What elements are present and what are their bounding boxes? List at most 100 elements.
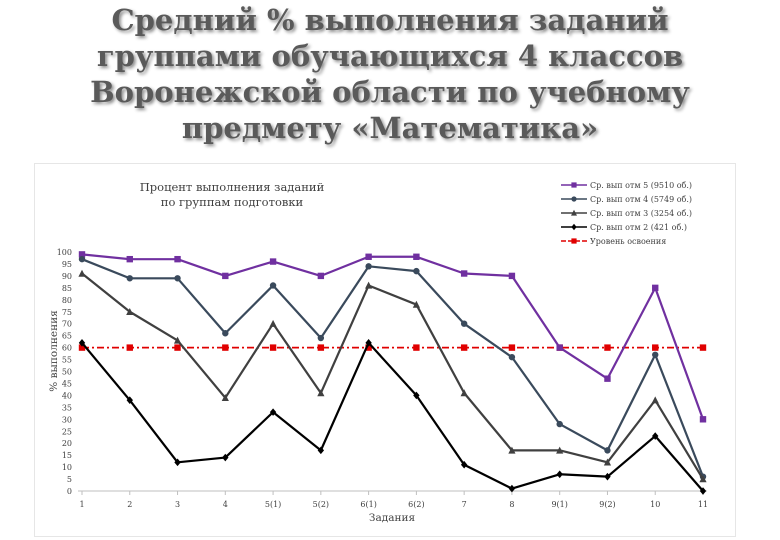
data-point [365,281,373,289]
legend-item: Ср. вып отм 3 (3254 об.) [561,209,692,218]
data-point [222,453,229,462]
legend-swatch-marker [571,209,577,216]
data-point [174,458,181,467]
y-tick-label: 5 [67,475,72,484]
axes: 0 5 10 15 20 25 30 35 40 45 50 55 60 65 70 75 80 85 90 95 10… [57,248,708,509]
y-tick-label: 20 [62,439,72,448]
x-tick-label: 6(1) [360,500,376,509]
data-point [413,391,420,400]
legend-swatch-marker [571,182,577,188]
x-tick-label: 9(1) [551,500,567,509]
data-point [222,272,229,280]
data-point [126,275,133,282]
data-point [269,258,277,265]
data-point [460,389,468,397]
series-line [81,253,705,420]
data-point [508,484,516,493]
chart-title-line: по группам подготовки [161,195,304,209]
data-point [652,351,659,358]
x-tick-label: 6(2) [408,500,424,509]
y-tick-label: 55 [62,356,72,365]
data-point [604,472,611,481]
y-tick-label: 0 [67,487,72,496]
y-tick-label: 70 [62,320,72,329]
data-point [508,344,516,351]
data-point [269,282,277,289]
y-tick-label: 75 [62,308,72,317]
data-point [78,255,86,263]
x-tick-label: 4 [223,500,228,509]
series-1 [78,251,707,423]
x-tick-label: 2 [127,500,132,509]
data-point [460,344,468,351]
series-line [81,272,704,480]
x-tick-label: 3 [175,500,180,509]
series-5 [78,344,707,351]
y-tick-label: 45 [62,379,72,388]
data-point [317,344,325,351]
slide-title-line: предмету «Математика» [181,111,599,145]
y-tick-label: 90 [62,272,72,281]
data-point [652,344,659,351]
y-tick-label: 65 [62,332,72,341]
legend-label: Ср. вып отм 3 (3254 об.) [590,209,692,218]
y-tick-label: 95 [62,260,72,269]
data-point [365,339,372,347]
slide-title-line: Воронежской области по учебному [90,75,690,109]
data-point [78,269,86,277]
data-point [174,255,181,263]
data-point [269,344,277,351]
data-point [556,420,563,428]
data-point [269,319,277,327]
data-point [78,339,86,347]
legend-item: Уровень освоения [561,237,666,246]
data-point [412,300,420,308]
x-tick-label: 7 [462,500,467,509]
x-tick-label: 1 [79,500,84,509]
data-point [556,344,563,351]
data-point [460,320,468,327]
data-point [556,470,563,479]
data-point [699,344,707,351]
data-point [269,408,277,416]
data-point [413,344,420,351]
data-point [699,487,707,495]
y-axis-label: % выполнения [48,310,60,392]
legend-item: Ср. вып отм 2 (421 об.) [561,223,687,232]
data-point [604,344,611,351]
data-point [78,251,86,258]
data-point [651,396,659,404]
data-point [126,396,133,404]
data-point [556,446,564,454]
y-tick-label: 30 [62,415,72,424]
y-tick-label: 60 [62,344,72,353]
chart-title-line: Процент выполнения заданий [140,180,325,194]
data-point [413,253,420,260]
y-tick-label: 100 [57,248,72,257]
data-point [78,344,86,351]
series-2 [78,255,707,480]
y-tick-label: 50 [62,368,72,377]
data-point [365,263,372,270]
series-line [81,341,704,492]
data-point [652,432,659,440]
legend-label: Ср. вып отм 2 (421 об.) [590,223,687,232]
data-point [460,270,468,277]
x-tick-label: 8 [509,500,514,509]
slide-title-line: Средний % выполнения заданий [111,3,669,37]
data-point [508,446,516,454]
x-tick-label: 11 [698,500,708,509]
data-point [508,272,516,280]
series-4 [78,339,707,495]
chart-panel: Процент выполнения заданий по группам по… [34,163,736,537]
y-tick-label: 85 [62,284,72,293]
y-tick-label: 40 [62,391,72,400]
data-point [413,267,420,275]
data-point [126,344,133,351]
legend-swatch-marker [571,196,577,202]
series-3 [78,269,707,483]
data-point [221,393,229,401]
legend-item: Ср. вып отм 5 (9510 об.) [561,181,692,190]
slide-title-line: группами обучающихся 4 классов [96,39,684,73]
data-point [603,458,612,466]
